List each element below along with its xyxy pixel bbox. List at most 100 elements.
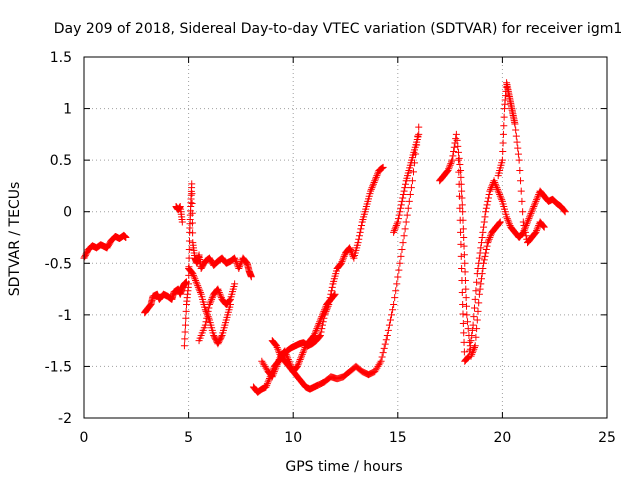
data-point — [460, 251, 468, 259]
data-point — [452, 130, 460, 138]
x-tick-label: 5 — [184, 430, 193, 446]
data-point — [526, 211, 534, 219]
data-point — [516, 166, 524, 174]
data-point — [320, 307, 328, 315]
data-point — [237, 259, 245, 267]
data-point — [457, 173, 465, 181]
data-point — [561, 208, 569, 216]
data-point — [458, 276, 466, 284]
data-point — [540, 223, 548, 231]
y-tick-label: 0 — [63, 205, 72, 221]
data-point — [208, 295, 216, 303]
data-point — [513, 138, 521, 146]
data-point — [269, 371, 277, 379]
data-point — [494, 187, 502, 195]
data-point — [339, 254, 347, 262]
data-point — [497, 194, 505, 202]
data-point — [476, 285, 484, 293]
plot-frame — [83, 56, 608, 419]
data-point — [298, 352, 306, 360]
data-point — [514, 150, 522, 158]
data-point — [560, 206, 568, 214]
data-point — [315, 333, 323, 341]
data-point — [321, 306, 329, 314]
data-point — [481, 213, 489, 221]
data-point — [447, 158, 455, 166]
data-point — [283, 352, 291, 360]
data-point — [456, 192, 464, 200]
data-point — [517, 187, 525, 195]
data-point — [458, 264, 466, 272]
data-point — [196, 287, 204, 295]
data-point — [534, 192, 542, 200]
data-point — [401, 184, 409, 192]
data-point — [400, 232, 408, 240]
data-point — [464, 354, 472, 362]
data-point — [464, 353, 472, 361]
data-point — [482, 246, 490, 254]
data-point — [498, 196, 506, 204]
data-point — [500, 113, 508, 121]
data-point — [181, 335, 189, 343]
data-point — [514, 144, 522, 152]
data-point — [540, 222, 548, 230]
data-point — [470, 313, 478, 321]
data-point — [371, 175, 379, 183]
data-point — [415, 130, 423, 138]
data-point — [377, 357, 385, 365]
data-point — [518, 197, 526, 205]
data-point — [456, 160, 464, 168]
data-point — [476, 249, 484, 257]
data-point — [379, 163, 387, 171]
data-point — [217, 292, 225, 300]
data-point — [520, 221, 528, 229]
data-point — [472, 333, 480, 341]
data-point — [527, 209, 535, 217]
y-tick-label: -1.5 — [45, 359, 72, 375]
data-point — [525, 215, 533, 223]
data-point — [484, 237, 492, 245]
data-point — [380, 344, 388, 352]
data-point — [282, 349, 290, 357]
data-point — [203, 311, 211, 319]
data-point — [454, 148, 462, 156]
data-point — [316, 331, 324, 339]
data-point — [405, 197, 413, 205]
data-point — [533, 194, 541, 202]
data-point — [263, 381, 271, 389]
data-point — [390, 227, 398, 235]
data-point — [511, 120, 519, 128]
data-point — [477, 280, 485, 288]
data-point — [460, 242, 468, 250]
data-point — [473, 325, 481, 333]
data-point — [455, 180, 463, 188]
data-point — [455, 168, 463, 176]
x-axis-label: GPS time / hours — [285, 459, 402, 475]
data-point — [487, 185, 495, 193]
data-point — [499, 130, 507, 138]
data-point — [374, 170, 382, 178]
data-point — [215, 287, 223, 295]
data-point — [403, 211, 411, 219]
data-point — [462, 294, 470, 302]
x-tick-label: 20 — [493, 430, 511, 446]
data-point — [480, 218, 488, 226]
data-point — [457, 252, 465, 260]
data-point — [314, 323, 322, 331]
data-point — [295, 357, 303, 365]
data-point — [122, 234, 130, 241]
data-point — [388, 311, 396, 319]
data-point — [399, 191, 407, 199]
data-point — [560, 207, 568, 215]
data-point — [484, 197, 492, 205]
data-point — [457, 228, 465, 236]
data-point — [478, 234, 486, 241]
data-point — [270, 368, 278, 376]
data-point — [312, 326, 320, 334]
data-point — [281, 347, 289, 355]
data-point — [477, 239, 485, 247]
data-point — [272, 364, 280, 372]
data-point — [460, 234, 468, 241]
data-point — [236, 261, 244, 269]
data-point — [444, 166, 452, 174]
